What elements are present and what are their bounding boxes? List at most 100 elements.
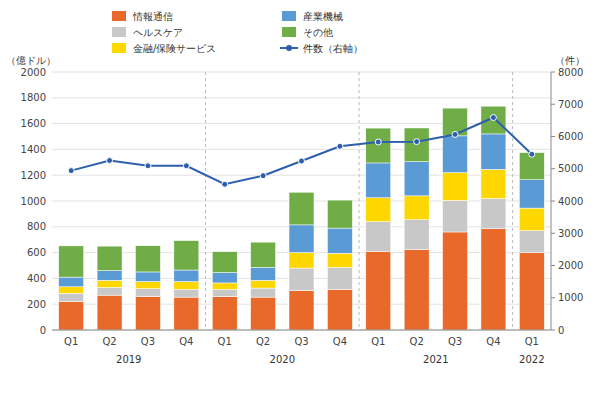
bar-series [59, 169, 545, 293]
y2-tick [551, 297, 555, 298]
legend-label: ヘルスケア [133, 27, 183, 38]
marker [145, 163, 151, 169]
marker [107, 157, 113, 163]
bar [97, 280, 122, 287]
bar [97, 287, 122, 295]
bar [327, 253, 352, 267]
y2-tick-label: 2000 [558, 260, 583, 271]
bar [289, 268, 314, 291]
y-tick-label: 2000 [21, 67, 46, 78]
marker [299, 158, 305, 164]
bar [519, 180, 544, 208]
y2-tick-label: 1000 [558, 292, 583, 303]
bar [481, 134, 506, 169]
y-tick-label: 1800 [21, 92, 46, 103]
y-tick-label: 200 [27, 299, 46, 310]
bar [289, 291, 314, 330]
group-divider [359, 72, 360, 330]
marker [414, 139, 420, 145]
y-tick-label: 1600 [21, 118, 46, 129]
bar [404, 249, 429, 330]
bar [59, 277, 84, 287]
y2-tick [551, 136, 555, 137]
bar [212, 283, 237, 289]
bar [251, 288, 276, 297]
legend-label: 件数（右軸） [303, 43, 363, 54]
y2-tick [551, 72, 555, 73]
x-tick-label: Q4 [333, 336, 347, 347]
x-tick-label: Q2 [256, 336, 270, 347]
bar [212, 289, 237, 296]
bar [481, 169, 506, 198]
bar [135, 246, 160, 272]
legend-swatch [112, 27, 126, 37]
y-tick-label: 800 [27, 221, 46, 232]
y-tick-label: 1400 [21, 144, 46, 155]
group-divider [512, 72, 513, 330]
bar [212, 273, 237, 283]
grid-line [52, 175, 551, 176]
marker [490, 115, 496, 121]
y2-tick-label: 4000 [558, 196, 583, 207]
bar [481, 106, 506, 134]
legend-swatch [282, 11, 296, 21]
bar [366, 198, 391, 222]
y-tick-label: 1000 [21, 196, 46, 207]
legend: 情報通信ヘルスケア金融/保険サービス産業機械その他件数（右軸） [112, 11, 363, 54]
bar [251, 280, 276, 288]
bar [97, 271, 122, 281]
bar [174, 289, 199, 297]
marker [222, 181, 228, 187]
bar [251, 297, 276, 330]
bar [97, 295, 122, 330]
bar [519, 208, 544, 231]
bar [59, 293, 84, 301]
group-label: 2020 [270, 354, 295, 365]
legend-swatch [112, 11, 126, 21]
group-label: 2022 [519, 354, 544, 365]
grid [52, 72, 551, 330]
bar [443, 232, 468, 330]
bar [327, 267, 352, 289]
x-tick-label: Q2 [410, 336, 424, 347]
y-tick-label: 600 [27, 247, 46, 258]
bar [212, 252, 237, 273]
bar [135, 296, 160, 330]
marker [260, 173, 266, 179]
bar [443, 200, 468, 232]
y2-tick [551, 233, 555, 234]
y2-tick-label: 6000 [558, 131, 583, 142]
bar [366, 163, 391, 198]
bar [174, 241, 199, 270]
x-tick-label: Q4 [179, 336, 193, 347]
y2-axis-label: （件） [555, 55, 585, 66]
bar [251, 242, 276, 267]
x-tick-label: Q3 [141, 336, 155, 347]
x-tick-label: Q1 [371, 336, 385, 347]
bar [174, 282, 199, 290]
x-tick-label: Q4 [486, 336, 500, 347]
grid-line [52, 330, 551, 331]
y2-tick [551, 265, 555, 266]
bar [443, 173, 468, 201]
bar [404, 162, 429, 196]
bar [481, 229, 506, 330]
bar [212, 296, 237, 330]
y-tick-label: 400 [27, 273, 46, 284]
x-tick-label: Q2 [102, 336, 116, 347]
marker [375, 139, 381, 145]
bar [135, 289, 160, 297]
legend-swatch [282, 27, 296, 37]
line-series [68, 115, 535, 188]
grid-line [52, 72, 551, 73]
bar [366, 128, 391, 163]
bar [327, 200, 352, 228]
y2-tick-label: 0 [558, 325, 564, 336]
bar [289, 192, 314, 225]
x-tick-label: Q1 [64, 336, 78, 347]
bar [366, 222, 391, 252]
legend-label: その他 [303, 27, 333, 38]
bar-series [59, 134, 545, 287]
legend-label: 産業機械 [303, 11, 343, 22]
marker [183, 163, 189, 169]
